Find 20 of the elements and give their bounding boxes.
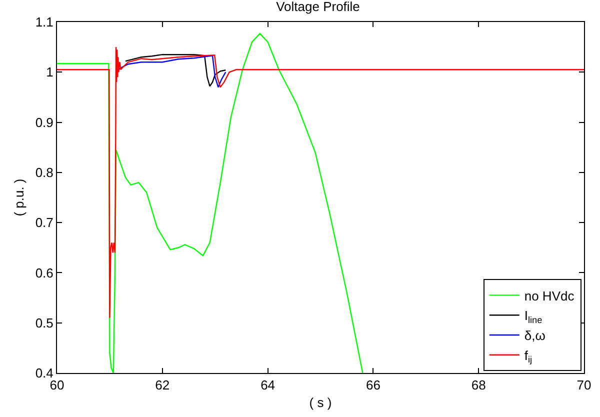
y-tick-label: 0.9 [35, 114, 54, 130]
y-tick-label: 1.1 [35, 14, 54, 30]
y-tick-label: 0.6 [35, 265, 54, 280]
x-tick-label: 70 [576, 378, 592, 393]
x-tick-label: 68 [471, 378, 486, 393]
legend-label: I$_{line}$ [524, 308, 542, 325]
x-tick-label: 64 [260, 378, 276, 393]
x-axis-title: ( s ) [309, 395, 332, 410]
legend-label: no HVdc [524, 288, 575, 304]
y-tick-label: 0.7 [35, 215, 54, 230]
line-series [57, 32, 364, 373]
x-tick-label: 66 [366, 378, 380, 393]
legend-label: f$_{ij}$ [524, 348, 532, 365]
y-tick-label: 1 [46, 64, 54, 80]
x-tick-label: 62 [155, 378, 170, 393]
legend-label: δ,ω [524, 328, 546, 344]
y-tick-label: 0.5 [35, 315, 54, 330]
y-tick-label: 0.8 [35, 164, 54, 180]
chart-title: Voltage Profile [276, 0, 360, 14]
y-axis-title: ( p.u. ) [11, 178, 26, 216]
